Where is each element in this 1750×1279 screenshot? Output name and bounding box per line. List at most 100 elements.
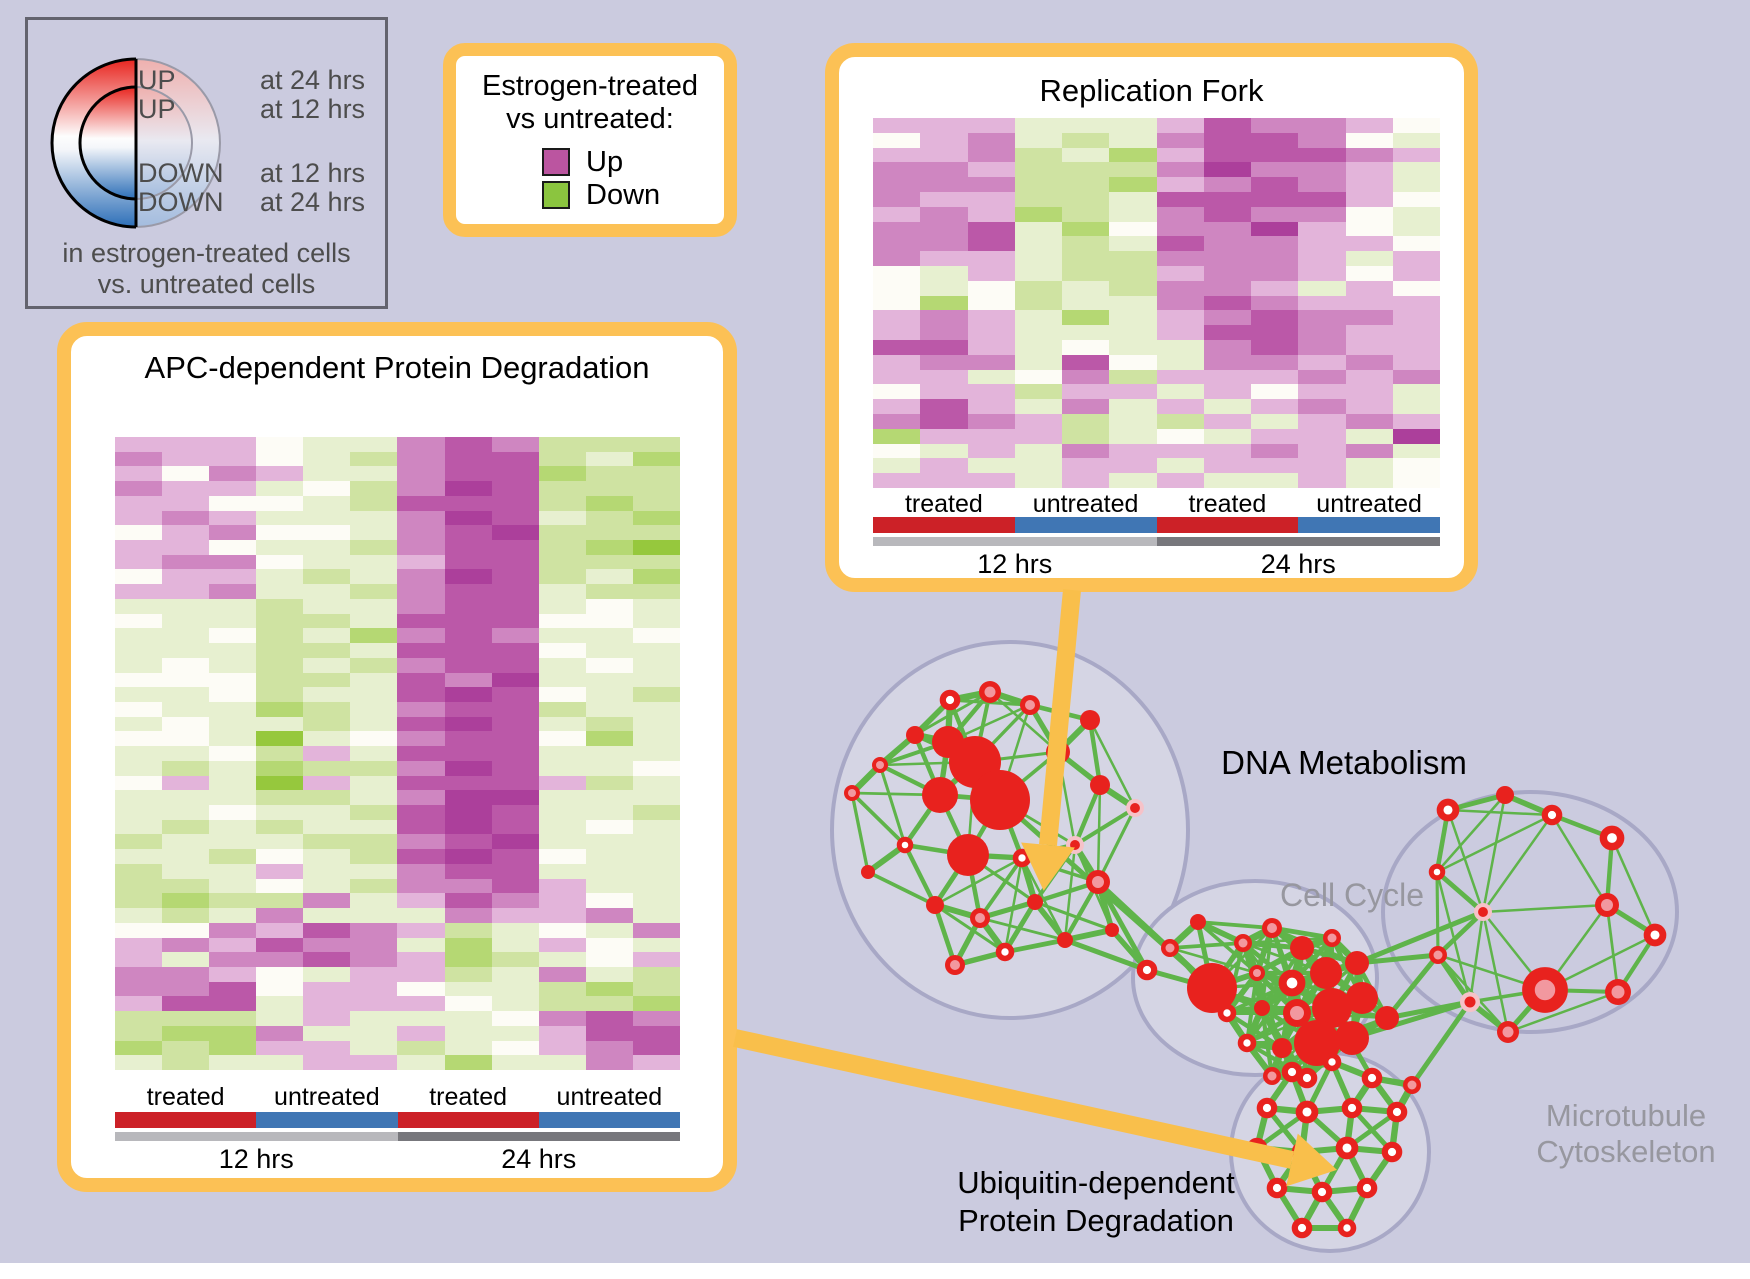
heatmap-cell [397, 849, 445, 864]
heatmap-cell [1203, 177, 1251, 192]
heatmap-cell [256, 893, 304, 909]
heatmap-cell [303, 966, 351, 982]
down-label: Down [586, 178, 661, 211]
heatmap-cell [444, 628, 492, 644]
heatmap-cell [1392, 428, 1440, 444]
heatmap-cell [967, 354, 1015, 370]
heatmap-cell [1062, 192, 1110, 207]
heatmap-cell [303, 466, 351, 482]
heatmap-cell [256, 1011, 304, 1026]
heatmap-cell [444, 466, 492, 482]
heatmap-cell [1251, 280, 1299, 296]
legend-row-up12: UP at 12 hrs [28, 94, 385, 124]
heatmap-cell [491, 1040, 539, 1056]
heatmap-cell [920, 280, 968, 296]
heatmap-cell [1109, 384, 1157, 400]
heatmap-cell [1251, 384, 1299, 400]
heatmap-cell [1251, 177, 1299, 192]
heatmap-cell [538, 687, 586, 702]
heatmap-cell [585, 510, 633, 526]
heatmap-cell [632, 481, 680, 496]
heatmap-cell [162, 981, 210, 997]
heatmap-cell [632, 937, 680, 953]
heatmap-cell [115, 701, 163, 717]
heatmap-cell [920, 132, 968, 148]
heatmap-cell [1156, 266, 1204, 281]
heatmap-cell [1109, 221, 1157, 237]
heatmap-cell [1014, 147, 1062, 163]
heatmap-cell [632, 775, 680, 791]
heatmap-cell [350, 937, 398, 953]
heatmap-cell [256, 952, 304, 967]
heatmap-cell [1251, 221, 1299, 237]
heatmap-cell [256, 540, 304, 555]
heatmap-cell [1345, 473, 1393, 488]
heatmap-cell [397, 495, 445, 511]
heatmap-cell [1062, 266, 1110, 281]
heatmap-cell [967, 473, 1015, 488]
heatmap-cell [444, 687, 492, 702]
heatmap-cell [444, 1011, 492, 1026]
heatmap-cell [1062, 118, 1110, 133]
heatmap-cell [444, 495, 492, 511]
treated-bar [397, 1112, 539, 1128]
heatmap-cell [256, 628, 304, 644]
heatmap-cell [162, 701, 210, 717]
heatmap-cell [585, 569, 633, 585]
heatmap-cell [632, 687, 680, 702]
heatmap-cell [397, 540, 445, 555]
heatmap-cell [920, 340, 968, 355]
heatmap-cell [1298, 414, 1346, 429]
heatmap-cell [1251, 428, 1299, 444]
heatmap-cell [491, 775, 539, 791]
heatmap-cell [1392, 147, 1440, 163]
heatmap-cell [1109, 340, 1157, 355]
heatmap-cell [1062, 162, 1110, 178]
heatmap-cell [1298, 295, 1346, 311]
heatmap-cell [303, 731, 351, 747]
heatmap-cell [209, 775, 257, 791]
apc-heatmap [115, 437, 680, 1070]
heatmap-cell [491, 466, 539, 482]
heatmap-cell [632, 554, 680, 570]
heatmap-cell [303, 569, 351, 585]
heatmap-cell [444, 598, 492, 614]
heatmap-cell [1014, 458, 1062, 474]
heatmap-cell [303, 834, 351, 850]
heatmap-cell [585, 966, 633, 982]
legend-row-up24: UP at 24 hrs [28, 65, 385, 95]
heatmap-cell [350, 481, 398, 496]
heatmap-cell [350, 731, 398, 747]
heatmap-cell [1392, 443, 1440, 459]
legend-dir: UP [138, 94, 176, 124]
heatmap-cell [162, 966, 210, 982]
heatmap-cell [1014, 384, 1062, 400]
heatmap-cell [538, 451, 586, 467]
apc-panel: APC-dependent Protein Degradation treate… [57, 322, 737, 1192]
heatmap-cell [444, 819, 492, 835]
heatmap-cell [632, 643, 680, 658]
heatmap-cell [632, 437, 680, 452]
heatmap-cell [1345, 384, 1393, 400]
heatmap-cell [256, 672, 304, 688]
heatmap-cell [585, 922, 633, 938]
heatmap-cell [256, 437, 304, 452]
rf-treatment-bars [873, 517, 1440, 533]
heatmap-cell [162, 760, 210, 776]
heatmap-cell [256, 510, 304, 526]
heatmap-cell [1062, 443, 1110, 459]
heatmap-cell [585, 863, 633, 879]
heatmap-cell [115, 863, 163, 879]
rf-time-labels: 12 hrs 24 hrs [873, 549, 1440, 580]
heatmap-cell [585, 878, 633, 894]
up-color-swatch [542, 148, 570, 176]
updown-circle-legend [50, 57, 221, 229]
heatmap-cell [491, 1025, 539, 1041]
heatmap-cell [444, 451, 492, 467]
heatmap-cell [1109, 295, 1157, 311]
heatmap-cell [585, 495, 633, 511]
heatmap-cell [350, 569, 398, 585]
heatmap-cell [538, 481, 586, 496]
heatmap-cell [632, 966, 680, 982]
heatmap-cell [1203, 162, 1251, 178]
